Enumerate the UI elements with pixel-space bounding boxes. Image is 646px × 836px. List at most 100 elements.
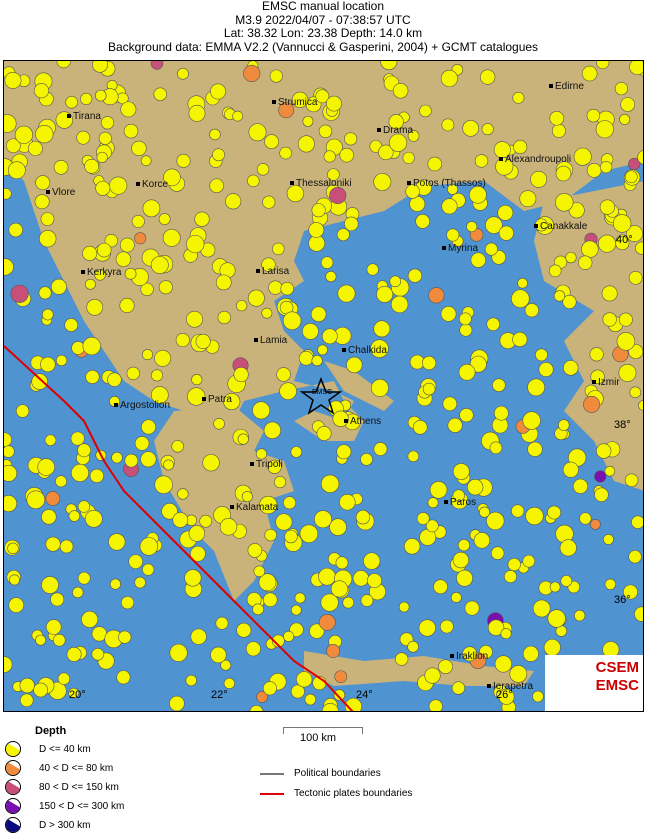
- earthquake-marker: [484, 242, 498, 256]
- earthquake-marker: [84, 278, 96, 290]
- earthquake-marker: [19, 693, 34, 708]
- earthquake-marker: [336, 444, 352, 460]
- earthquake-marker: [628, 270, 643, 285]
- earthquake-marker: [416, 512, 430, 525]
- earthquake-marker: [532, 690, 544, 703]
- earthquake-marker: [489, 441, 503, 455]
- earthquake-marker: [33, 682, 49, 698]
- city-label: Alexandroupoli: [499, 154, 571, 165]
- earthquake-marker: [314, 510, 332, 529]
- earthquake-marker: [104, 234, 118, 248]
- earthquake-marker: [52, 633, 66, 647]
- earthquake-marker: [163, 459, 174, 471]
- city-label: Paros: [444, 497, 476, 508]
- earthquake-marker: [433, 579, 448, 595]
- earthquake-marker: [329, 518, 347, 536]
- earthquake-marker: [614, 82, 628, 96]
- earthquake-marker: [213, 417, 225, 430]
- earthquake-marker: [634, 606, 643, 622]
- earthquake-marker: [392, 82, 409, 99]
- earthquake-marker: [486, 511, 505, 531]
- city-label: Kalamata: [230, 502, 278, 513]
- earthquake-marker: [562, 294, 577, 309]
- earthquake-marker: [595, 120, 614, 139]
- earthquake-marker: [81, 610, 99, 628]
- earthquake-marker: [321, 328, 338, 345]
- legend: Depth D <= 40 km 40 < D <= 80 km 80 < D <=…: [0, 720, 646, 836]
- earthquake-marker: [511, 504, 525, 518]
- earthquake-marker: [599, 199, 615, 215]
- earthquake-marker: [123, 123, 139, 139]
- earthquake-marker: [602, 312, 617, 327]
- earthquake-marker: [370, 378, 389, 397]
- earthquake-marker: [363, 552, 381, 570]
- legend-tectonic-boundaries: Tectonic plates boundaries: [260, 788, 412, 799]
- earthquake-marker: [438, 659, 453, 675]
- earthquake-marker: [4, 71, 22, 89]
- city-label: Tirana: [67, 111, 101, 122]
- earthquake-marker: [339, 147, 354, 163]
- earthquake-marker: [507, 557, 521, 572]
- earthquake-marker: [323, 150, 336, 163]
- earthquake-marker: [34, 194, 50, 210]
- earthquake-marker: [302, 115, 314, 127]
- city-label: Ierapetra: [487, 681, 533, 692]
- seismicity-map[interactable]: Edirne Tirana Strumica Drama Alexandroupoli K…: [3, 60, 644, 712]
- earthquake-marker: [8, 597, 25, 613]
- earthquake-marker: [283, 630, 295, 642]
- earthquake-marker: [480, 69, 496, 85]
- earthquake-marker: [4, 432, 12, 448]
- earthquake-marker: [65, 95, 78, 109]
- earthquake-marker: [41, 308, 54, 321]
- earthquake-marker: [635, 241, 643, 255]
- earthquake-marker: [131, 214, 145, 228]
- earthquake-marker: [320, 474, 340, 494]
- earthquake-marker: [325, 271, 337, 283]
- earthquake-marker: [310, 306, 327, 322]
- earthquake-marker: [568, 202, 585, 219]
- earthquake-marker: [604, 465, 616, 477]
- background-data: Background data: EMMA V2.2 (Vannucci & G…: [107, 39, 539, 54]
- beachball-icon: [5, 741, 21, 757]
- land-euboea: [324, 361, 394, 411]
- earthquake-marker: [601, 285, 618, 302]
- city-label: Drama: [377, 125, 413, 136]
- earthquake-marker: [490, 546, 505, 560]
- earthquake-marker: [547, 505, 562, 520]
- legend-item-depth: 150 < D <= 300 km: [5, 798, 124, 814]
- earthquake-marker: [486, 317, 500, 332]
- earthquake-marker: [161, 502, 178, 520]
- earthquake-marker: [175, 333, 190, 348]
- earthquake-marker: [188, 525, 206, 542]
- earthquake-marker: [596, 443, 612, 459]
- earthquake-marker: [8, 222, 23, 238]
- earthquake-marker: [619, 113, 631, 125]
- earthquake-marker: [624, 473, 639, 488]
- city-label: Iraklion: [450, 651, 488, 662]
- earthquake-marker: [547, 609, 566, 628]
- earthquake-marker: [98, 131, 112, 145]
- earthquake-marker: [280, 281, 294, 296]
- earthquake-marker: [91, 647, 105, 661]
- earthquake-marker: [140, 282, 154, 296]
- earthquake-marker: [151, 369, 163, 382]
- beachball-icon: [5, 817, 21, 833]
- earthquake-marker: [429, 481, 448, 499]
- earthquake-marker: [220, 659, 232, 671]
- earthquake-marker: [237, 433, 249, 445]
- earthquake-marker: [269, 69, 283, 83]
- earthquake-marker: [186, 234, 205, 254]
- earthquake-marker: [623, 584, 638, 600]
- earthquake-marker: [309, 623, 325, 639]
- earthquake-marker: [131, 140, 147, 157]
- legend-title: Depth: [35, 725, 67, 737]
- earthquake-marker: [279, 146, 292, 160]
- earthquake-marker: [407, 640, 419, 653]
- earthquake-marker: [615, 236, 630, 251]
- earthquake-marker: [4, 445, 15, 458]
- earthquake-marker: [282, 311, 302, 331]
- earthquake-marker: [451, 681, 466, 695]
- earthquake-marker: [276, 367, 291, 382]
- earthquake-marker: [548, 264, 562, 278]
- earthquake-marker: [388, 133, 408, 152]
